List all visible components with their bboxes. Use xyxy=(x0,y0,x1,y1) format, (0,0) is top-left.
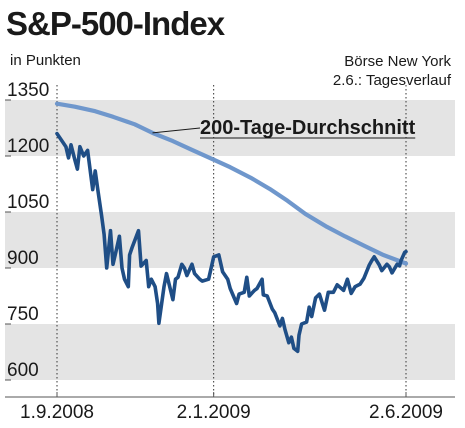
index-line xyxy=(55,131,408,354)
annotation-label: 200-Tage-Durchschnitt xyxy=(200,117,416,139)
gray-band xyxy=(5,212,455,268)
y-tick-label: 1200 xyxy=(7,136,49,157)
y-tick-label: 600 xyxy=(7,360,39,381)
source-timestamp: 2.6.: Tagesverlauf xyxy=(332,72,451,89)
x-axis: 1.9.2008 2.1.2009 2.6.2009 xyxy=(5,392,455,423)
source-exchange: Börse New York xyxy=(344,53,451,70)
y-unit-label: in Punkten xyxy=(10,52,81,69)
y-tick-label: 1050 xyxy=(7,192,49,213)
series-lines xyxy=(54,101,409,354)
vertical-gridlines xyxy=(56,85,407,397)
y-tick-label: 900 xyxy=(7,248,39,269)
y-tick-label: 1350 xyxy=(7,80,49,101)
source-note: Börse New York 2.6.: Tagesverlauf xyxy=(333,52,451,90)
annotation-leader xyxy=(152,127,201,134)
background-bands xyxy=(5,100,455,380)
x-tick-label: 1.9.2008 xyxy=(20,402,94,423)
y-axis: 600 750 900 1050 1200 1350 xyxy=(5,80,49,381)
x-tick-label: 2.6.2009 xyxy=(369,402,443,423)
x-tick-label: 2.1.2009 xyxy=(177,402,251,423)
annotations: 200-Tage-Durchschnitt xyxy=(152,117,416,139)
gray-band xyxy=(5,324,455,380)
chart-title: S&P-500-Index xyxy=(6,5,225,42)
y-tick-label: 750 xyxy=(7,304,39,325)
moving-average-line xyxy=(54,101,409,266)
